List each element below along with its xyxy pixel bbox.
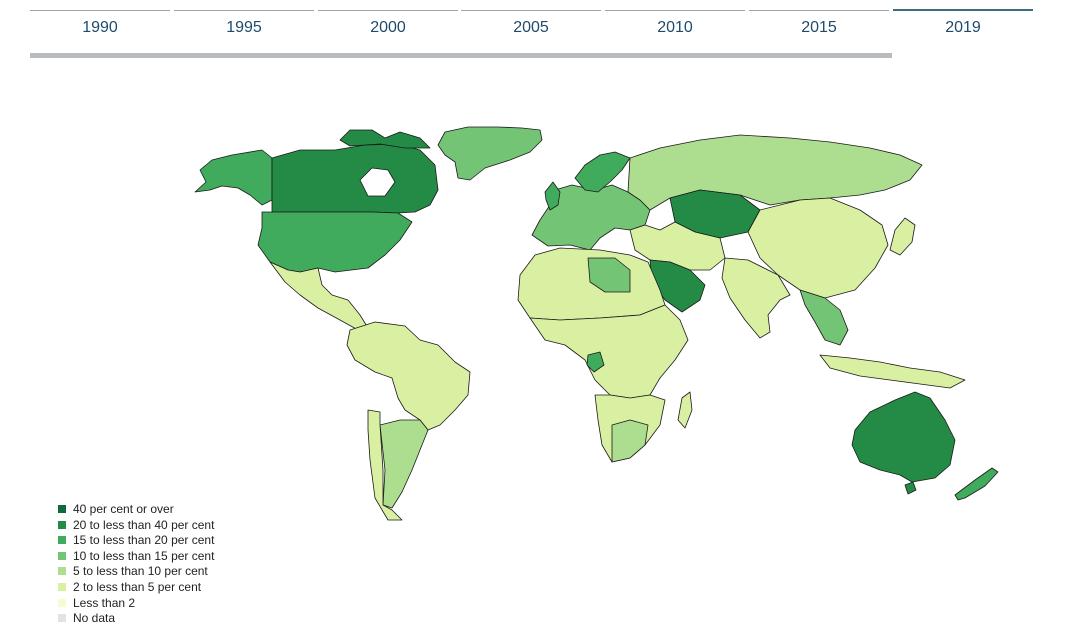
region-chile[interactable] <box>367 409 403 521</box>
region-india[interactable] <box>721 257 791 339</box>
tab-label-1995: 1995 <box>226 19 262 36</box>
tab-2005[interactable]: 2005 <box>461 0 601 50</box>
tab-label-2010: 2010 <box>657 19 693 36</box>
legend-label: 40 per cent or over <box>73 502 174 516</box>
timeline-slider-track[interactable] <box>30 53 892 58</box>
region-gabon[interactable] <box>586 351 605 373</box>
legend-label: 5 to less than 10 per cent <box>73 564 208 579</box>
legend-swatch <box>58 551 66 560</box>
legend-swatch <box>58 505 66 513</box>
tab-topline <box>174 10 314 11</box>
legend-swatch <box>58 520 66 529</box>
region-central-africa[interactable] <box>529 304 689 399</box>
tab-label-2019: 2019 <box>945 19 981 36</box>
region-new-zealand[interactable] <box>954 467 999 501</box>
legend-label: Less than 2 <box>73 595 136 610</box>
region-alaska[interactable] <box>194 149 273 206</box>
legend-label: 10 to less than 15 per cent <box>73 548 215 563</box>
legend-swatch <box>58 582 66 591</box>
region-mexico[interactable] <box>269 261 369 331</box>
tab-topline <box>749 10 889 11</box>
tab-topline <box>30 10 170 11</box>
region-japan[interactable] <box>889 217 916 256</box>
tab-label-1990: 1990 <box>82 19 118 36</box>
tab-1995[interactable]: 1995 <box>174 0 314 50</box>
region-indonesia[interactable] <box>819 354 966 389</box>
tab-label-2015: 2015 <box>801 19 837 36</box>
region-southeast-asia[interactable] <box>799 289 849 346</box>
legend-label: 15 to less than 20 per cent <box>73 533 215 548</box>
region-uk[interactable] <box>544 181 561 211</box>
region-libya[interactable] <box>587 257 631 293</box>
tab-topline <box>893 9 1033 11</box>
tab-label-2005: 2005 <box>513 19 549 36</box>
region-tasmania[interactable] <box>904 481 917 495</box>
legend-label: No data <box>73 611 116 626</box>
tab-2019[interactable]: 2019 <box>893 0 1033 50</box>
legend-label: 20 to less than 40 per cent <box>73 517 215 532</box>
tab-1990[interactable]: 1990 <box>30 0 170 50</box>
tab-2015[interactable]: 2015 <box>749 0 889 50</box>
tab-topline <box>318 10 458 11</box>
region-china[interactable] <box>747 197 889 299</box>
region-hudson-bay <box>359 167 396 197</box>
tab-2000[interactable]: 2000 <box>318 0 458 50</box>
legend-swatch <box>58 614 66 623</box>
region-greenland[interactable] <box>437 126 543 181</box>
legend-label: 2 to less than 5 per cent <box>73 579 202 594</box>
legend-swatch <box>58 536 66 545</box>
region-canada[interactable] <box>271 143 439 214</box>
region-madagascar[interactable] <box>677 391 693 429</box>
region-south-america-north[interactable] <box>346 321 471 431</box>
region-argentina[interactable] <box>379 419 429 509</box>
region-usa[interactable] <box>257 211 413 273</box>
region-russia[interactable] <box>627 134 923 211</box>
tab-label-2000: 2000 <box>370 19 406 36</box>
tab-topline <box>461 10 601 11</box>
region-canada-islands[interactable] <box>339 129 431 149</box>
year-timeline: 1990 1995 2000 2005 2010 2015 2019 <box>30 0 1034 60</box>
legend-swatch <box>58 567 66 576</box>
legend-swatch <box>58 598 66 607</box>
region-scandinavia[interactable] <box>574 151 631 193</box>
tab-2010[interactable]: 2010 <box>605 0 745 50</box>
region-australia[interactable] <box>851 391 956 483</box>
region-south-africa[interactable] <box>611 419 649 463</box>
tab-topline <box>605 10 745 11</box>
